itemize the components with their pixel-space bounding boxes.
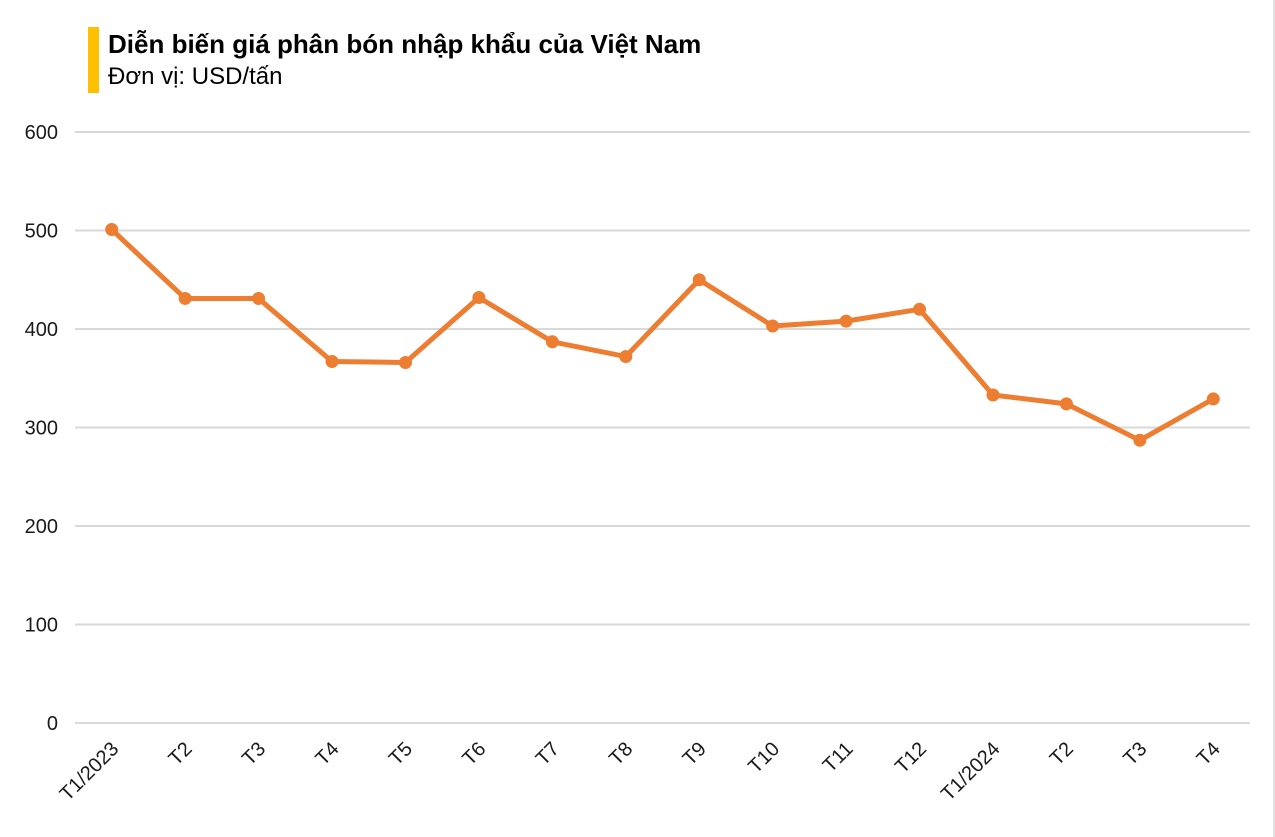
y-tick-label: 0 [47, 713, 58, 735]
data-point [986, 388, 1000, 402]
x-tick-label: T10 [744, 738, 784, 778]
data-point [913, 302, 927, 316]
x-tick-label: T3 [238, 738, 270, 770]
data-point [545, 335, 559, 349]
data-point [325, 355, 339, 369]
data-point [1059, 397, 1073, 411]
x-tick-label: T5 [385, 738, 417, 770]
accent-bar [88, 27, 99, 93]
y-tick-label: 500 [25, 221, 58, 243]
y-tick-label: 200 [25, 516, 58, 538]
x-tick-label: T9 [679, 738, 711, 770]
chart-header: Diễn biến giá phân bón nhập khẩu của Việ… [88, 27, 701, 93]
data-point [692, 273, 706, 287]
x-tick-label: T1/2023 [56, 738, 123, 805]
header-text: Diễn biến giá phân bón nhập khẩu của Việ… [108, 27, 701, 93]
chart-subtitle: Đơn vị: USD/tấn [108, 63, 283, 90]
data-point [252, 291, 266, 305]
x-tick-label: T6 [458, 738, 490, 770]
chart-title: Diễn biến giá phân bón nhập khẩu của Việ… [108, 29, 702, 59]
x-tick-label: T12 [891, 738, 931, 778]
x-tick-label: T4 [1193, 738, 1225, 770]
y-tick-label: 600 [25, 122, 58, 144]
data-point [839, 314, 853, 328]
data-point [398, 355, 412, 369]
data-point [766, 319, 780, 333]
x-tick-label: T11 [819, 738, 858, 777]
data-point [1133, 433, 1147, 447]
data-point [619, 350, 633, 364]
series-line [109, 227, 1216, 443]
y-tick-label: 400 [25, 319, 58, 341]
x-tick-label: T8 [605, 738, 637, 770]
data-point [105, 223, 119, 237]
data-point [1206, 392, 1220, 406]
x-tick-label: T2 [1046, 738, 1078, 770]
x-tick-label: T7 [532, 738, 564, 770]
y-tick-label: 100 [25, 615, 58, 637]
x-tick-label: T4 [312, 738, 344, 770]
x-tick-label: T3 [1119, 738, 1151, 770]
x-tick-label: T1/2024 [937, 738, 1004, 805]
data-point [178, 291, 192, 305]
y-tick-label: 300 [25, 418, 58, 440]
x-tick-label: T2 [165, 738, 197, 770]
data-point [472, 290, 486, 304]
